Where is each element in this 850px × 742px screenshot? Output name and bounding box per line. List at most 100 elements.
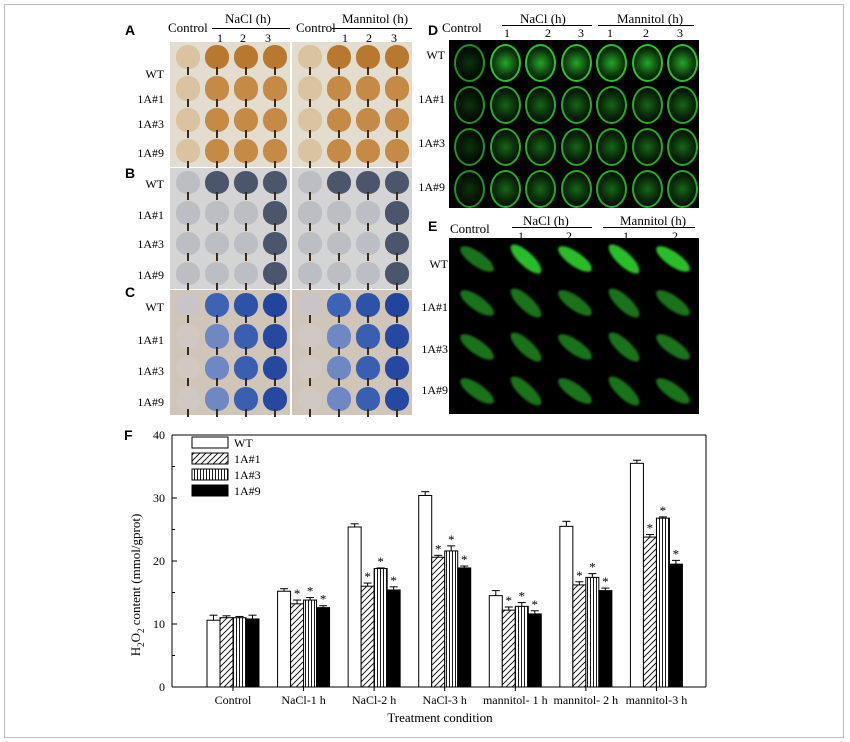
leaf xyxy=(298,76,322,101)
guard-cell xyxy=(667,128,698,166)
leaf xyxy=(327,324,351,349)
guard-cell xyxy=(454,170,485,208)
leaf xyxy=(176,261,200,285)
fluorescent-streak xyxy=(652,329,694,365)
leaf-stem xyxy=(245,252,247,261)
e-row-label-3: 1A#9 xyxy=(421,383,448,397)
e-row-label-1: 1A#1 xyxy=(421,300,448,314)
d-header-mannitol-rule xyxy=(598,25,694,26)
leaf xyxy=(176,107,200,132)
leaf xyxy=(234,261,258,285)
leaf-stem xyxy=(187,98,189,107)
leaf-image-c-mannitol xyxy=(292,290,412,417)
leaf xyxy=(205,201,229,225)
leaf xyxy=(298,45,322,70)
leaf xyxy=(205,261,229,285)
leaf xyxy=(234,324,258,349)
a-header-m-time-1: 1 xyxy=(342,31,348,45)
significance-star: * xyxy=(532,597,539,612)
leaf-stem xyxy=(338,222,340,231)
bar-1a-1-1 xyxy=(290,603,305,688)
leaf xyxy=(176,76,200,101)
legend-label-3: 1A#9 xyxy=(234,484,261,498)
leaf-stem xyxy=(396,252,398,261)
leaf xyxy=(234,201,258,225)
leaf-stem xyxy=(396,129,398,138)
guard-cell xyxy=(489,86,521,124)
fluorescent-streak xyxy=(554,373,596,409)
bar-1a-3-6 xyxy=(655,517,670,688)
fluorescent-streak xyxy=(506,372,546,410)
leaf-image-a-nacl xyxy=(170,42,290,169)
leaf xyxy=(298,324,322,349)
panel-label-d: D xyxy=(428,22,439,38)
e-header-m-time-2: 2 xyxy=(672,229,678,243)
significance-star: * xyxy=(364,569,371,584)
bar-1a-9-6 xyxy=(668,563,683,688)
fluorescent-streak xyxy=(506,240,546,278)
leaf xyxy=(327,355,351,380)
stomata-image-panel-e xyxy=(449,238,699,414)
leaf xyxy=(327,386,351,411)
leaf xyxy=(176,293,200,318)
leaf-stem xyxy=(216,192,218,201)
panel-label-c: C xyxy=(125,284,136,300)
panel-label-b: B xyxy=(125,165,136,181)
guard-cell xyxy=(560,86,592,124)
legend-label-2: 1A#3 xyxy=(234,468,261,482)
bar-wt-6 xyxy=(629,462,644,688)
significance-star: * xyxy=(506,593,513,608)
bar-1a-3-2 xyxy=(373,568,388,688)
leaf-stem xyxy=(187,192,189,201)
bar-1a-3-0 xyxy=(232,617,247,688)
leaf xyxy=(385,386,409,411)
leaf-stem xyxy=(187,161,189,169)
bar-1a-9-1 xyxy=(316,607,331,688)
a-header-nacl-rule xyxy=(212,28,290,29)
bar-wt-0 xyxy=(206,619,221,688)
bar-1a-3-4 xyxy=(514,605,529,688)
e-header-control: Control xyxy=(450,221,490,236)
panel-label-e: E xyxy=(428,218,438,234)
y-tick-label: 20 xyxy=(153,554,165,568)
leaf-stem xyxy=(309,315,311,324)
legend-swatch-3 xyxy=(191,484,229,497)
d-header-control: Control xyxy=(442,20,482,35)
d-header-m-time-3: 3 xyxy=(677,26,683,40)
row-label-a-2: 1A#3 xyxy=(137,117,164,131)
leaf-stem xyxy=(396,283,398,291)
row-label-c-0: WT xyxy=(145,300,164,314)
leaf-stem xyxy=(274,283,276,291)
leaf-stem xyxy=(367,129,369,138)
bar-wt-4 xyxy=(488,595,503,688)
significance-star: * xyxy=(576,568,583,583)
leaf xyxy=(205,293,229,318)
row-label-b-0: WT xyxy=(145,177,164,191)
leaf-stem xyxy=(309,192,311,201)
leaf xyxy=(327,45,351,70)
leaf xyxy=(205,171,229,195)
leaf xyxy=(327,201,351,225)
leaf xyxy=(234,171,258,195)
leaf-stem xyxy=(367,252,369,261)
a-header-time-3: 3 xyxy=(265,31,271,45)
guard-cell xyxy=(489,128,521,166)
leaf-stem xyxy=(338,192,340,201)
legend-swatch-0 xyxy=(191,436,229,449)
leaf-image-b-nacl xyxy=(170,168,290,291)
leaf-stem xyxy=(309,161,311,169)
leaf-stem xyxy=(187,67,189,76)
leaf-stem xyxy=(216,161,218,169)
leaf-stem xyxy=(274,129,276,138)
a-header-mannitol: Mannitol (h) xyxy=(342,11,409,26)
leaf-stem xyxy=(187,377,189,386)
leaf-stem xyxy=(187,222,189,231)
fluorescent-streak xyxy=(456,241,498,277)
a-header-nacl: NaCl (h) xyxy=(225,11,271,26)
leaf-stem xyxy=(274,67,276,76)
leaf xyxy=(356,386,380,411)
e-row-label-0: WT xyxy=(429,257,448,271)
leaf-stem xyxy=(274,98,276,107)
leaf-stem xyxy=(245,346,247,355)
leaf-stem xyxy=(367,67,369,76)
